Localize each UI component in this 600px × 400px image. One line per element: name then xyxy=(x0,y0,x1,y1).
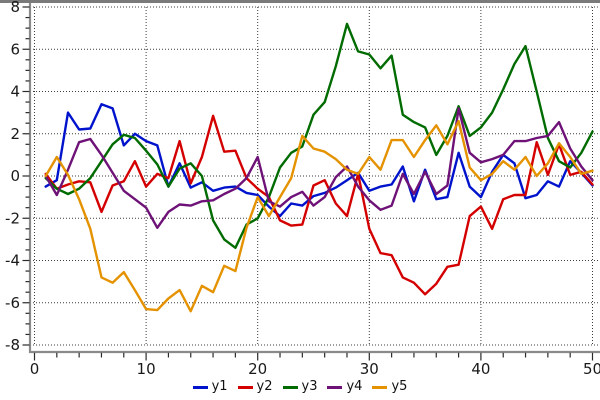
legend-label-y3: y3 xyxy=(301,379,318,394)
legend-swatch-y4 xyxy=(327,385,343,389)
y-tick-label: 8 xyxy=(10,0,20,16)
legend-label-y1: y1 xyxy=(211,379,228,394)
x-tick-label: 10 xyxy=(137,360,156,378)
y-tick-label: 0 xyxy=(10,167,20,185)
chart-legend: y1 y2 y3 y4 y5 xyxy=(0,378,600,396)
legend-item-y1: y1 xyxy=(192,379,228,395)
legend-label-y2: y2 xyxy=(256,379,273,394)
y-tick-label: 6 xyxy=(10,40,20,58)
legend-swatch-y1 xyxy=(192,385,208,389)
series-line-y3 xyxy=(44,22,594,250)
x-tick-label: 30 xyxy=(360,360,379,378)
legend-label-y5: y5 xyxy=(391,379,408,394)
y-tick-label: -4 xyxy=(5,252,20,270)
y-tick-label: -6 xyxy=(5,294,20,312)
x-tick-label: 20 xyxy=(248,360,267,378)
y-tick-label: -8 xyxy=(5,336,20,354)
legend-item-y4: y4 xyxy=(327,379,362,395)
y-tick-label: -2 xyxy=(5,209,20,227)
legend-item-y3: y3 xyxy=(282,379,318,395)
x-tick-label: 0 xyxy=(30,360,40,378)
series-line-y4 xyxy=(44,107,594,230)
legend-label-y4: y4 xyxy=(346,379,363,394)
series-line-y5 xyxy=(44,119,594,313)
x-tick-label: 50 xyxy=(583,360,600,378)
legend-item-y2: y2 xyxy=(237,379,273,395)
legend-swatch-y5 xyxy=(372,385,388,389)
y-tick-label: 4 xyxy=(10,83,20,101)
series-line-y1 xyxy=(44,102,594,218)
x-tick-label: 40 xyxy=(471,360,490,378)
y-tick-label: 2 xyxy=(10,125,20,143)
panel-top-border xyxy=(0,0,600,3)
legend-item-y5: y5 xyxy=(372,379,407,395)
legend-swatch-y2 xyxy=(237,385,253,389)
series-line-y2 xyxy=(44,114,594,296)
legend-swatch-y3 xyxy=(282,385,298,389)
